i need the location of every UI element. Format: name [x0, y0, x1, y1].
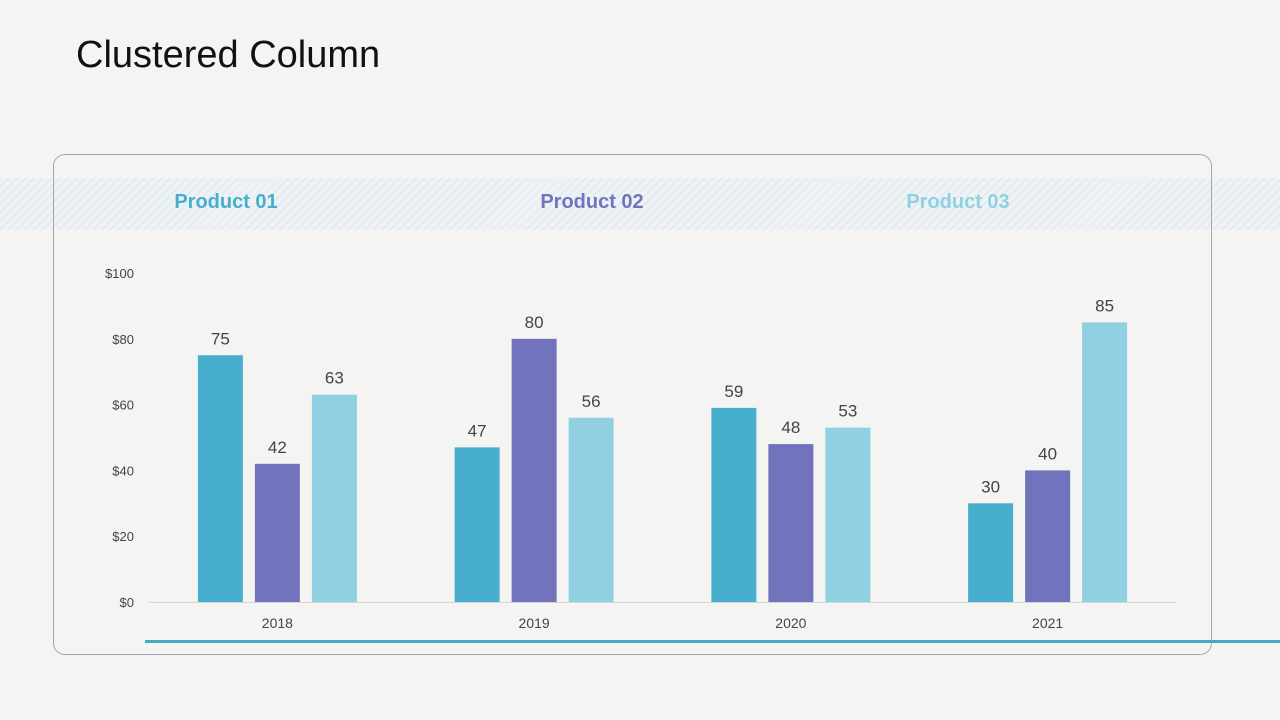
slide-title: Clustered Column — [76, 34, 381, 76]
data-label: 48 — [781, 418, 800, 437]
y-tick-label: $80 — [112, 332, 134, 347]
y-tick-label: $0 — [120, 595, 134, 610]
bar-2019-series-1 — [454, 447, 500, 602]
x-tick-label: 2019 — [519, 615, 550, 631]
bar-2020-series-3 — [825, 427, 871, 602]
data-label: 56 — [582, 392, 601, 411]
data-label: 40 — [1038, 444, 1057, 463]
data-label: 75 — [211, 329, 230, 348]
data-label: 30 — [981, 477, 1000, 496]
bottom-accent-line — [145, 640, 1280, 643]
data-label: 47 — [468, 421, 487, 440]
bar-2021-series-1 — [968, 503, 1014, 602]
bar-2018-series-1 — [197, 355, 243, 602]
chart-frame — [53, 154, 1212, 655]
legend-band — [0, 178, 1280, 230]
bar-2018-series-2 — [254, 463, 300, 602]
legend-product-03: Product 03 — [906, 191, 1010, 213]
y-tick-label: $40 — [112, 463, 134, 478]
legend-product-01: Product 01 — [174, 191, 278, 213]
data-label: 85 — [1095, 296, 1114, 315]
bar-2021-series-3 — [1082, 322, 1128, 602]
bar-2020-series-1 — [711, 407, 757, 602]
x-tick-label: 2018 — [262, 615, 293, 631]
data-label: 53 — [838, 402, 857, 421]
bar-2020-series-2 — [768, 444, 814, 602]
data-label: 80 — [525, 313, 544, 332]
x-tick-label: 2020 — [775, 615, 806, 631]
data-label: 42 — [268, 438, 287, 457]
data-label: 59 — [724, 382, 743, 401]
data-label: 63 — [325, 369, 344, 388]
bar-2019-series-2 — [511, 338, 557, 602]
x-tick-label: 2021 — [1032, 615, 1063, 631]
y-tick-label: $60 — [112, 398, 134, 413]
bar-2021-series-2 — [1025, 470, 1071, 602]
bar-2018-series-3 — [311, 394, 357, 602]
bar-2019-series-3 — [568, 417, 614, 602]
legend-product-02: Product 02 — [540, 191, 644, 213]
y-tick-label: $20 — [112, 529, 134, 544]
y-tick-label: $100 — [105, 266, 134, 281]
